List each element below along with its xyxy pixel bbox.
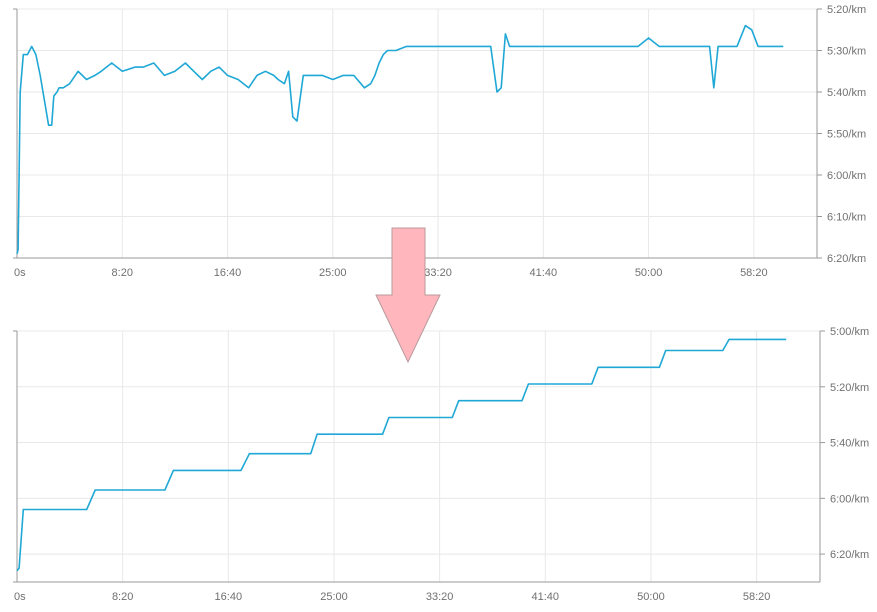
arrow-shape [375,227,441,364]
x-tick-label: 25:00 [320,591,348,603]
y-tick-label: 5:40/km [827,87,866,99]
down-arrow-icon [375,227,441,364]
y-tick-label: 6:20/km [827,253,866,265]
x-tick-label: 58:20 [740,267,768,279]
x-tick-label: 16:40 [214,267,242,279]
x-tick-label: 8:20 [112,591,133,603]
x-tick-label: 58:20 [743,591,771,603]
y-tick-label: 5:20/km [830,382,869,394]
x-tick-label: 33:20 [424,267,452,279]
x-tick-label: 8:20 [112,267,133,279]
x-tick-label: 50:00 [637,591,665,603]
x-tick-label: 50:00 [635,267,663,279]
y-tick-label: 5:30/km [827,46,866,58]
x-tick-label: 25:00 [319,267,347,279]
chart-top: 0s 8:20 16:40 25:00 33:20 41:40 50:00 58:20 5:20… [13,4,866,279]
x-tick-label: 0s [14,591,26,603]
chart-bottom: 0s 8:20 16:40 25:00 33:20 41:40 50:00 58:20 5:00… [13,326,869,603]
y-tick-label: 5:40/km [830,438,869,450]
x-tick-label: 41:40 [530,267,558,279]
y-tick-label: 6:10/km [827,212,866,224]
x-tick-label: 0s [14,267,26,279]
y-tick-label: 5:50/km [827,129,866,141]
x-tick-label: 41:40 [532,591,560,603]
pace-series-line [16,24,784,255]
x-tick-label: 16:40 [215,591,243,603]
y-tick-label: 6:20/km [830,549,869,561]
y-tick-label: 5:20/km [827,4,866,16]
y-tick-label: 5:00/km [830,326,869,338]
pace-series-line [16,338,787,572]
y-tick-label: 6:00/km [830,493,869,505]
y-tick-label: 6:00/km [827,170,866,182]
x-tick-label: 33:20 [426,591,454,603]
